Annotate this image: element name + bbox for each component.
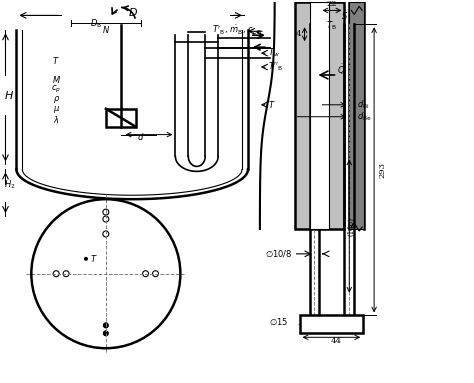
Text: $T''_\mathrm{B}$: $T''_\mathrm{B}$	[268, 61, 283, 73]
Text: $M$: $M$	[52, 74, 61, 85]
Text: $c_p$: $c_p$	[51, 84, 61, 95]
Text: 22: 22	[327, 0, 337, 8]
Text: $\rho$: $\rho$	[53, 94, 60, 105]
Text: $T$: $T$	[268, 99, 275, 110]
Text: $H_2$: $H_2$	[4, 178, 15, 190]
Text: (140): (140)	[347, 216, 355, 236]
Bar	[300, 316, 363, 333]
Bar	[310, 2, 329, 229]
Circle shape	[84, 257, 88, 261]
Bar	[349, 2, 364, 229]
Text: $\varnothing 10/8$: $\varnothing 10/8$	[265, 248, 292, 259]
Text: $\lambda$: $\lambda$	[53, 114, 59, 125]
Text: $T_w$: $T_w$	[268, 47, 280, 59]
Circle shape	[103, 323, 109, 328]
Text: $T_\mathrm{B}$: $T_\mathrm{B}$	[326, 19, 337, 31]
Text: 293: 293	[378, 162, 386, 178]
Text: $T$: $T$	[90, 253, 98, 264]
Text: $S$: $S$	[341, 10, 348, 21]
Text: $d_\mathrm{Be}$: $d_\mathrm{Be}$	[357, 110, 372, 123]
Text: $H$: $H$	[4, 89, 15, 101]
Bar	[295, 2, 344, 229]
Text: 44: 44	[331, 337, 342, 345]
Text: $D_\mathrm{B}$: $D_\mathrm{B}$	[90, 17, 102, 29]
Text: $d$: $d$	[137, 131, 144, 142]
Text: $\mu$: $\mu$	[53, 104, 60, 115]
Text: $T'_\mathrm{B},\,\dot{m}_\mathrm{B},\,c_{p\mathrm{B}}$: $T'_\mathrm{B},\,\dot{m}_\mathrm{B},\,c_…	[212, 24, 262, 38]
Text: $D$: $D$	[128, 7, 137, 18]
Text: $T$: $T$	[52, 55, 60, 65]
Text: 4: 4	[296, 30, 301, 38]
Text: $\varnothing 15$: $\varnothing 15$	[268, 316, 288, 327]
Text: $\dot{Q}$: $\dot{Q}$	[337, 62, 346, 77]
Text: $N$: $N$	[102, 24, 110, 35]
Text: $d_\mathrm{Bi}$: $d_\mathrm{Bi}$	[357, 98, 370, 111]
Bar	[106, 109, 136, 127]
Circle shape	[103, 331, 109, 336]
